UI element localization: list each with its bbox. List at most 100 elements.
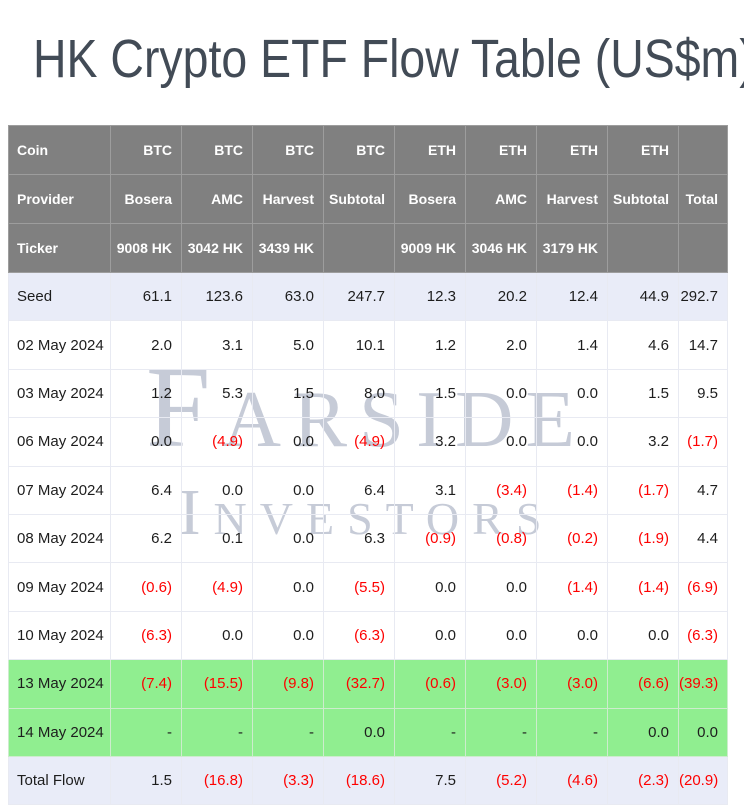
table-row: 07 May 2024 6.4 0.0 0.0 6.4 3.1 (3.4) (1.4) (1.7… [8,465,728,515]
value-cell: 4.4 [678,513,728,564]
value-cell: (15.5) [181,659,253,709]
header-cell: 3042 HK [181,223,253,273]
value-cell: 6.4 [110,465,182,515]
value-cell: (4.6) [536,755,608,806]
row-label: Seed [8,271,111,322]
value-cell: (1.9) [607,513,679,564]
table-row: Seed 61.1 123.6 63.0 247.7 12.3 20.2 12.4 44.9 29… [8,271,728,322]
table-row: 06 May 2024 0.0 (4.9) 0.0 (4.9) 3.2 0.0 0.0 3.2(… [8,417,728,467]
value-cell: (3.0) [536,659,608,709]
row-label: 10 May 2024 [8,610,111,661]
flow-table-area: Farside Investors Coin BTC BTC BTC BTC ETH ETH… [8,125,728,806]
header-cell: ETH [465,125,537,175]
value-cell: (0.9) [394,513,466,564]
value-cell: 4.7 [678,465,728,515]
value-cell: 1.4 [536,320,608,370]
row-label: Total Flow [8,755,111,806]
value-cell: 2.0 [110,320,182,370]
header-cell: BTC [181,125,253,175]
value-cell: (1.4) [536,562,608,612]
value-cell: (0.8) [465,513,537,564]
row-label: 03 May 2024 [8,368,111,419]
value-cell: (6.3) [678,610,728,661]
header-cell: BTC [323,125,395,175]
value-cell: 3.1 [181,320,253,370]
header-cell: 3439 HK [252,223,324,273]
table-row: 14 May 2024- - -0.0- - -0.0 0.0 [8,707,728,757]
table-row: 13 May 2024 (7.4) (15.5) (9.8) (32.7) (0.6) (3… [8,659,728,709]
value-cell: (6.3) [110,610,182,661]
value-cell: (1.7) [678,417,728,467]
value-cell: - [252,707,324,757]
row-label: 02 May 2024 [8,320,111,370]
value-cell: 4.6 [607,320,679,370]
table-row: 03 May 2024 1.2 5.3 1.5 8.0 1.5 0.0 0.0 1.5 9.5 [8,368,728,419]
value-cell: (6.6) [607,659,679,709]
header-cell: 3179 HK [536,223,608,273]
header-cell: AMC [465,174,537,224]
value-cell: (0.6) [110,562,182,612]
header-cell: Harvest [536,174,608,224]
value-cell: 9.5 [678,368,728,419]
header-cell: ETH [394,125,466,175]
value-cell: 0.0 [323,707,395,757]
value-cell: 292.7 [678,271,728,322]
header-row-label: Coin [8,125,111,175]
value-cell: 6.2 [110,513,182,564]
table-row: 10 May 2024 (6.3) 0.0 0.0 (6.3) 0.0 0.0 0.0 0.0(… [8,610,728,661]
header-cell [678,223,728,273]
value-cell: 1.5 [607,368,679,419]
table-body: Seed 61.1 123.6 63.0 247.7 12.3 20.2 12.4 44.9 29… [8,271,728,806]
header-cell: BTC [110,125,182,175]
value-cell: (3.3) [252,755,324,806]
value-cell: (1.4) [536,465,608,515]
value-cell: 0.0 [678,707,728,757]
header-cell: BTC [252,125,324,175]
table-head: Coin BTC BTC BTC BTC ETH ETH ETH ETH Provider Bose… [8,125,728,273]
value-cell: 0.0 [607,610,679,661]
header-cell [607,223,679,273]
value-cell: 123.6 [181,271,253,322]
value-cell: 8.0 [323,368,395,419]
page-title: HK Crypto ETF Flow Table (US$m) [33,29,744,89]
header-cell: Bosera [110,174,182,224]
header-cell: Harvest [252,174,324,224]
value-cell: 0.0 [181,465,253,515]
flow-table: Coin BTC BTC BTC BTC ETH ETH ETH ETH Provider Bose… [8,125,728,806]
value-cell: (0.6) [394,659,466,709]
header-cell: Total [678,174,728,224]
value-cell: 0.0 [252,417,324,467]
value-cell: 0.0 [252,513,324,564]
value-cell: (4.9) [181,562,253,612]
value-cell: 0.0 [465,417,537,467]
value-cell: 12.4 [536,271,608,322]
value-cell: (16.8) [181,755,253,806]
header-cell: 9009 HK [394,223,466,273]
value-cell: (2.3) [607,755,679,806]
value-cell: 0.0 [181,610,253,661]
value-cell: (20.9) [678,755,728,806]
header-cell: Bosera [394,174,466,224]
table-row: 09 May 2024 (0.6) (4.9) 0.0 (5.5) 0.0 0.0 (1.4)… [8,562,728,612]
row-label: 06 May 2024 [8,417,111,467]
header-cell: 9008 HK [110,223,182,273]
value-cell: 0.1 [181,513,253,564]
header-row-label: Provider [8,174,111,224]
value-cell: (1.4) [607,562,679,612]
value-cell: 0.0 [110,417,182,467]
value-cell: - [394,707,466,757]
row-label: 09 May 2024 [8,562,111,612]
header-cell: Subtotal [607,174,679,224]
header-cell: ETH [607,125,679,175]
value-cell: 12.3 [394,271,466,322]
value-cell: - [465,707,537,757]
value-cell: 0.0 [252,562,324,612]
value-cell: 3.2 [607,417,679,467]
table-row: Total Flow 1.5 (16.8) (3.3) (18.6) 7.5 (5.2) (4… [8,755,728,806]
value-cell: (39.3) [678,659,728,709]
value-cell: 247.7 [323,271,395,322]
value-cell: 1.2 [110,368,182,419]
value-cell: (5.2) [465,755,537,806]
value-cell: 44.9 [607,271,679,322]
